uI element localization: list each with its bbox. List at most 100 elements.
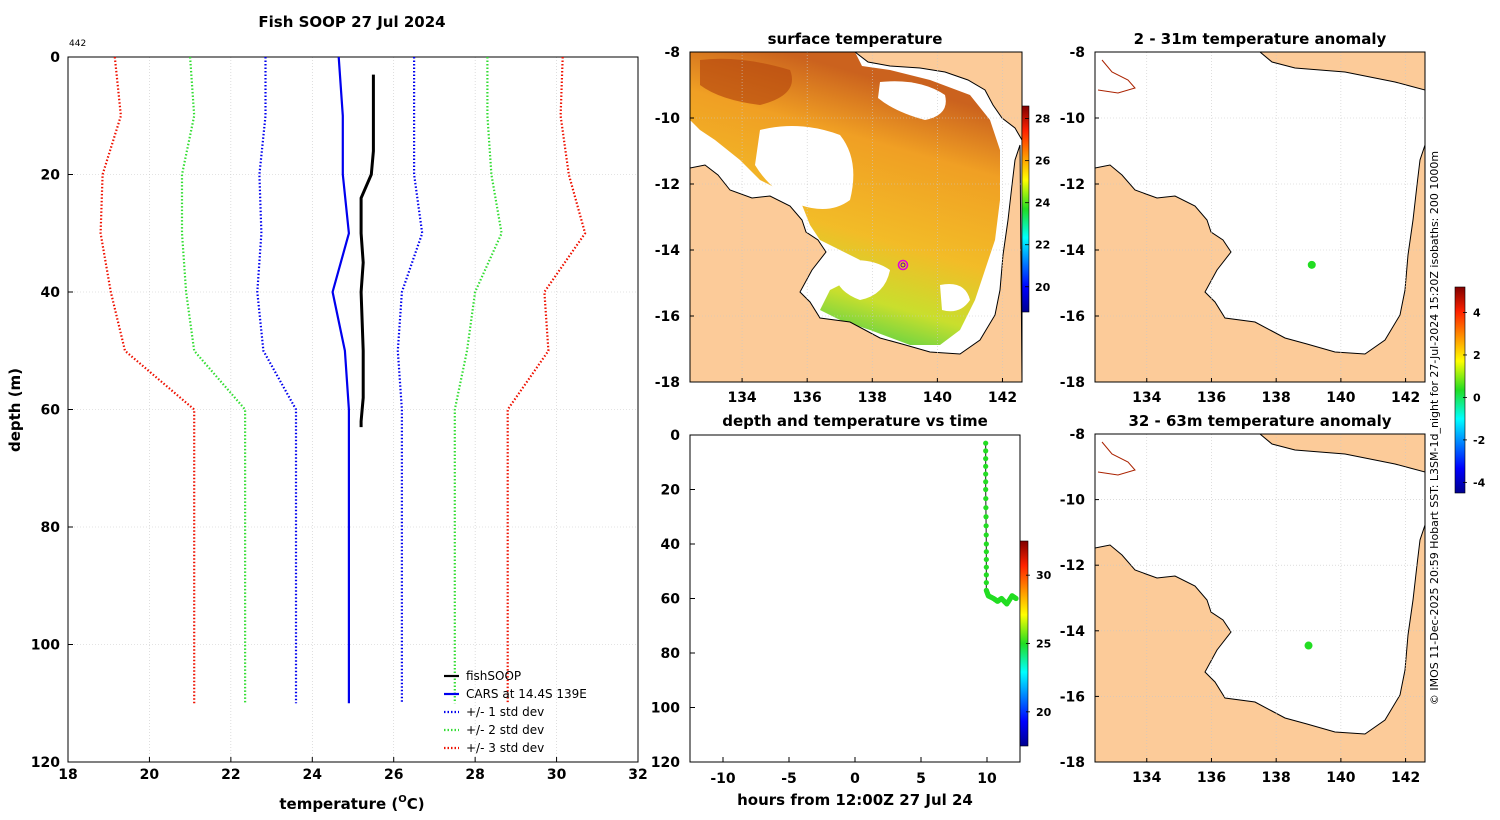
profile-series--1-std: [256, 57, 298, 704]
sst-ticks: 134 136 138 140 142 -8 -10 -12 -14 -16 -18: [655, 45, 1017, 406]
profile-xtick-label: 32: [628, 767, 647, 783]
anomaly-colorbar-ticks: 4 2 0 -2 -4: [1463, 306, 1486, 489]
anom1-anomaly-point: [1307, 260, 1316, 269]
profile-series--1-std: [396, 57, 424, 704]
colorbar-tick-label: 2: [1473, 349, 1481, 362]
time-track-point: [983, 495, 989, 502]
time-track-point: [983, 448, 989, 454]
map-xtick-label: 134: [1132, 770, 1161, 786]
profile-panel: Fish SOOP 27 Jul 2024 442 18 20 22 24 26 28 30…: [6, 13, 648, 813]
sst-colorbar-ticks: 28 26 24 22 20: [1025, 113, 1051, 294]
anom1-land-west: [1095, 144, 1425, 382]
profile-xlabel: temperature (OC): [279, 794, 424, 813]
sst-dark-patch: [700, 58, 792, 105]
map-ytick-label: -18: [655, 375, 680, 391]
profile-xtick-label: 28: [465, 767, 484, 783]
profile-series-cars-at-14-4s-139e: [331, 56, 351, 704]
time-axes-box: [689, 434, 1021, 763]
map-xtick-label: 136: [1197, 770, 1226, 786]
time-track-point: [983, 471, 989, 477]
map-xtick-label: 142: [1391, 770, 1420, 786]
sst-gap-blob: [835, 260, 890, 300]
profile-series-fishsoop: [359, 74, 375, 428]
time-xtick-label: -10: [710, 771, 736, 787]
profile-ylabel: depth (m): [6, 368, 24, 452]
map-ytick-label: -14: [1060, 624, 1086, 640]
map-xtick-label: 142: [988, 390, 1017, 406]
profile-xtick-label: 22: [221, 767, 240, 783]
time-track-point: [983, 486, 989, 493]
time-ytick-label: 80: [661, 646, 681, 662]
colorbar-tick-label: 0: [1473, 391, 1481, 404]
time-track-line: [985, 443, 1017, 605]
profile-series--2-std: [180, 56, 247, 704]
map-ytick-label: -8: [1069, 45, 1085, 61]
profile-legend-label: +/- 2 std dev: [466, 723, 544, 737]
profile-lines: [99, 56, 587, 704]
profile-legend-label: CARS at 14.4S 139E: [466, 687, 587, 701]
anom1-axes-box: [1094, 51, 1426, 383]
anomaly-colorbar: [1454, 286, 1466, 494]
map-ytick-label: -12: [655, 177, 680, 193]
time-track-point: [983, 514, 989, 520]
map-ytick-label: -12: [1060, 177, 1085, 193]
colorbar-tick-label: 20: [1036, 706, 1052, 719]
time-title: depth and temperature vs time: [722, 412, 988, 430]
profile-ytick-label: 80: [41, 520, 61, 536]
profile-ytick-label: 20: [41, 168, 61, 184]
colorbar-tick-label: 20: [1035, 281, 1051, 294]
time-colorbar-ticks: 30 25 20: [1026, 569, 1052, 719]
anom2-isobath: [1097, 441, 1136, 476]
map-ytick-label: -16: [1060, 309, 1085, 325]
time-track-point: [983, 479, 989, 485]
profile-title: Fish SOOP 27 Jul 2024: [258, 13, 445, 31]
colorbar-tick-label: 28: [1035, 113, 1050, 126]
sst-gap-blob: [755, 126, 854, 209]
time-track-point: [1013, 595, 1019, 602]
sst-station-marker: [897, 259, 909, 271]
time-xtick-label: 10: [977, 771, 997, 787]
map-xtick-label: 140: [1326, 390, 1355, 406]
sst-colorbar: [1021, 105, 1030, 313]
profile-legend-label: fishSOOP: [466, 669, 521, 683]
anom1-grid: [1095, 52, 1425, 382]
map-ytick-label: -12: [1060, 558, 1085, 574]
map-xtick-label: 138: [858, 390, 887, 406]
time-track-point: [983, 580, 989, 586]
map-xtick-label: 142: [1391, 390, 1420, 406]
profile-series--3-std: [506, 56, 587, 704]
profile-legend: fishSOOP CARS at 14.4S 139E +/- 1 std dev +…: [444, 669, 587, 755]
profile-ytick-label: 40: [41, 285, 61, 301]
time-track-point: [983, 532, 989, 538]
anomaly-map-shallow-panel: 2 - 31m temperature anomaly 134 136 138 140…: [1060, 30, 1426, 406]
time-track-point: [983, 556, 989, 563]
colorbar-tick-label: 4: [1473, 306, 1481, 319]
time-xlabel: hours from 12:00Z 27 Jul 24: [737, 791, 973, 809]
time-plot-panel: depth and temperature vs time -10 -5 0 5 100…: [651, 412, 1052, 809]
time-track: [983, 440, 1019, 607]
map-xtick-label: 138: [1262, 770, 1291, 786]
colorbar-tick-label: 24: [1035, 197, 1051, 210]
map-ytick-label: -16: [1060, 689, 1085, 705]
time-track-point: [983, 572, 989, 578]
time-track-point: [983, 456, 989, 462]
time-ytick-label: 60: [661, 592, 681, 608]
anom2-ticks: 134 136 138 140 142 -8 -10 -12 -14 -16 -18: [1060, 427, 1421, 786]
profile-legend-label: +/- 3 std dev: [466, 741, 544, 755]
map-ytick-label: -8: [664, 45, 680, 61]
time-ytick-label: 120: [651, 755, 680, 771]
sst-map-panel: surface temperature 134 136 138 140 142 -8 -10…: [655, 30, 1051, 406]
colorbar-tick-label: 30: [1036, 569, 1052, 582]
anomaly-map-deep-panel: 32 - 63m temperature anomaly 134 136 138 14…: [1060, 286, 1486, 786]
colorbar-tick-label: 22: [1035, 239, 1050, 252]
anom1-title: 2 - 31m temperature anomaly: [1134, 30, 1387, 48]
anom2-land-north: [1259, 434, 1425, 473]
time-track-point: [983, 463, 989, 469]
anom2-axes-box: [1094, 433, 1426, 763]
map-ytick-label: -10: [1060, 111, 1086, 127]
anom1-ticks: 134 136 138 140 142 -8 -10 -12 -14 -16 -18: [1060, 45, 1421, 406]
anom2-anomaly-point: [1304, 641, 1313, 650]
anom2-title: 32 - 63m temperature anomaly: [1128, 412, 1391, 430]
time-xtick-label: 5: [916, 771, 926, 787]
colorbar-tick-label: 25: [1036, 638, 1051, 651]
